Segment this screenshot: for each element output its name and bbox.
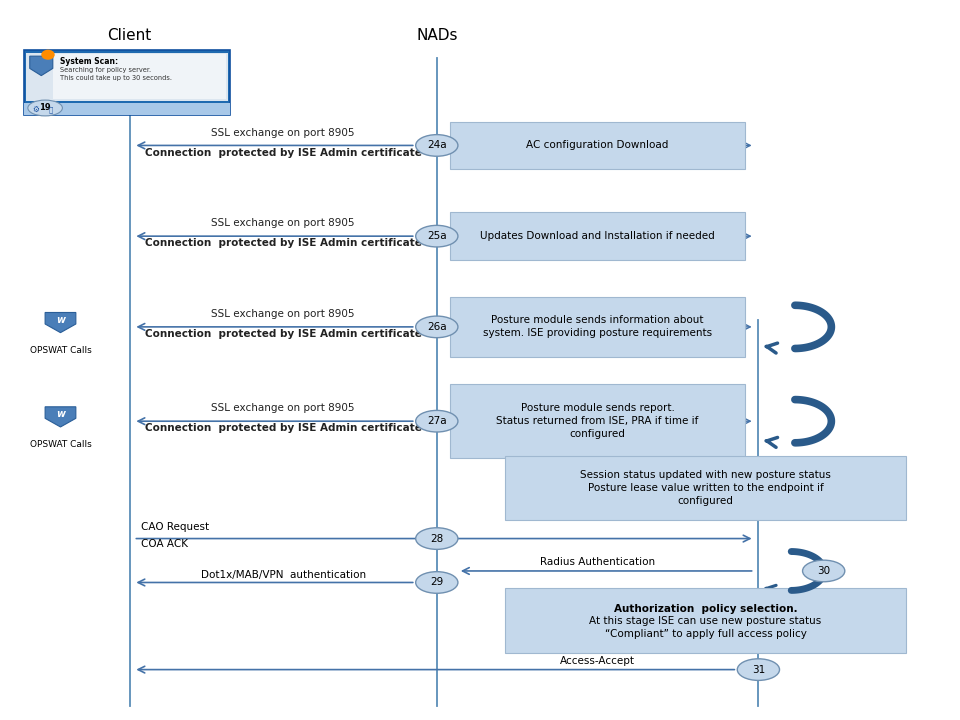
Text: ⚙: ⚙ <box>32 105 39 114</box>
Polygon shape <box>30 56 53 76</box>
Text: NADs: NADs <box>416 28 458 43</box>
Text: This could take up to 30 seconds.: This could take up to 30 seconds. <box>60 75 173 81</box>
Text: ⓘ: ⓘ <box>49 106 53 113</box>
Text: Connection  protected by ISE Admin certificate: Connection protected by ISE Admin certif… <box>145 329 421 339</box>
Ellipse shape <box>416 316 458 338</box>
Text: 28: 28 <box>430 534 444 544</box>
Text: Searching for policy server.: Searching for policy server. <box>60 67 152 73</box>
Ellipse shape <box>416 135 458 156</box>
Text: 25a: 25a <box>427 231 446 241</box>
FancyBboxPatch shape <box>450 384 745 458</box>
Text: 24a: 24a <box>427 140 446 150</box>
Text: Radius Authentication: Radius Authentication <box>540 557 655 567</box>
Text: At this stage ISE can use new posture status
“Compliant” to apply full access po: At this stage ISE can use new posture st… <box>589 616 822 639</box>
FancyBboxPatch shape <box>24 50 230 115</box>
Text: Client: Client <box>108 28 152 43</box>
Text: w: w <box>56 409 65 419</box>
FancyBboxPatch shape <box>505 456 906 520</box>
Text: 31: 31 <box>752 665 765 675</box>
FancyBboxPatch shape <box>24 103 230 115</box>
Text: Connection  protected by ISE Admin certificate: Connection protected by ISE Admin certif… <box>145 423 421 433</box>
Text: Updates Download and Installation if needed: Updates Download and Installation if nee… <box>480 231 715 241</box>
FancyBboxPatch shape <box>505 588 906 653</box>
Ellipse shape <box>416 225 458 247</box>
Text: Connection  protected by ISE Admin certificate: Connection protected by ISE Admin certif… <box>145 238 421 248</box>
Text: Posture module sends information about
system. ISE providing posture requirement: Posture module sends information about s… <box>483 315 712 338</box>
Text: Posture module sends report.
Status returned from ISE, PRA if time if
configured: Posture module sends report. Status retu… <box>496 403 699 439</box>
Ellipse shape <box>803 560 845 582</box>
Text: SSL exchange on port 8905: SSL exchange on port 8905 <box>211 403 355 413</box>
Text: Connection  protected by ISE Admin certificate: Connection protected by ISE Admin certif… <box>145 148 421 158</box>
Ellipse shape <box>737 659 780 680</box>
Text: COA ACK: COA ACK <box>141 539 188 549</box>
Ellipse shape <box>28 100 62 116</box>
Text: OPSWAT Calls: OPSWAT Calls <box>30 346 91 354</box>
Circle shape <box>41 50 55 60</box>
Text: System Scan:: System Scan: <box>60 57 119 66</box>
Text: SSL exchange on port 8905: SSL exchange on port 8905 <box>211 127 355 138</box>
Polygon shape <box>45 312 76 333</box>
FancyBboxPatch shape <box>450 212 745 260</box>
Text: Authorization  policy selection.: Authorization policy selection. <box>613 604 798 614</box>
Ellipse shape <box>416 572 458 593</box>
Ellipse shape <box>416 528 458 549</box>
Text: 29: 29 <box>430 577 444 588</box>
FancyBboxPatch shape <box>53 54 226 99</box>
Text: CAO Request: CAO Request <box>141 522 209 532</box>
Text: SSL exchange on port 8905: SSL exchange on port 8905 <box>211 218 355 228</box>
Text: Session status updated with new posture status
Posture lease value written to th: Session status updated with new posture … <box>580 470 831 506</box>
Text: 27a: 27a <box>427 416 446 426</box>
Text: SSL exchange on port 8905: SSL exchange on port 8905 <box>211 309 355 319</box>
Text: AC configuration Download: AC configuration Download <box>526 140 669 150</box>
FancyBboxPatch shape <box>450 297 745 357</box>
Text: Access-Accept: Access-Accept <box>560 656 636 666</box>
FancyBboxPatch shape <box>450 122 745 169</box>
Ellipse shape <box>416 410 458 432</box>
Polygon shape <box>45 407 76 427</box>
Text: 26a: 26a <box>427 322 446 332</box>
FancyBboxPatch shape <box>26 53 228 101</box>
Text: 19: 19 <box>39 104 51 112</box>
Text: w: w <box>56 315 65 325</box>
Text: Dot1x/MAB/VPN  authentication: Dot1x/MAB/VPN authentication <box>201 570 366 580</box>
Text: OPSWAT Calls: OPSWAT Calls <box>30 440 91 449</box>
Text: 30: 30 <box>817 566 830 576</box>
